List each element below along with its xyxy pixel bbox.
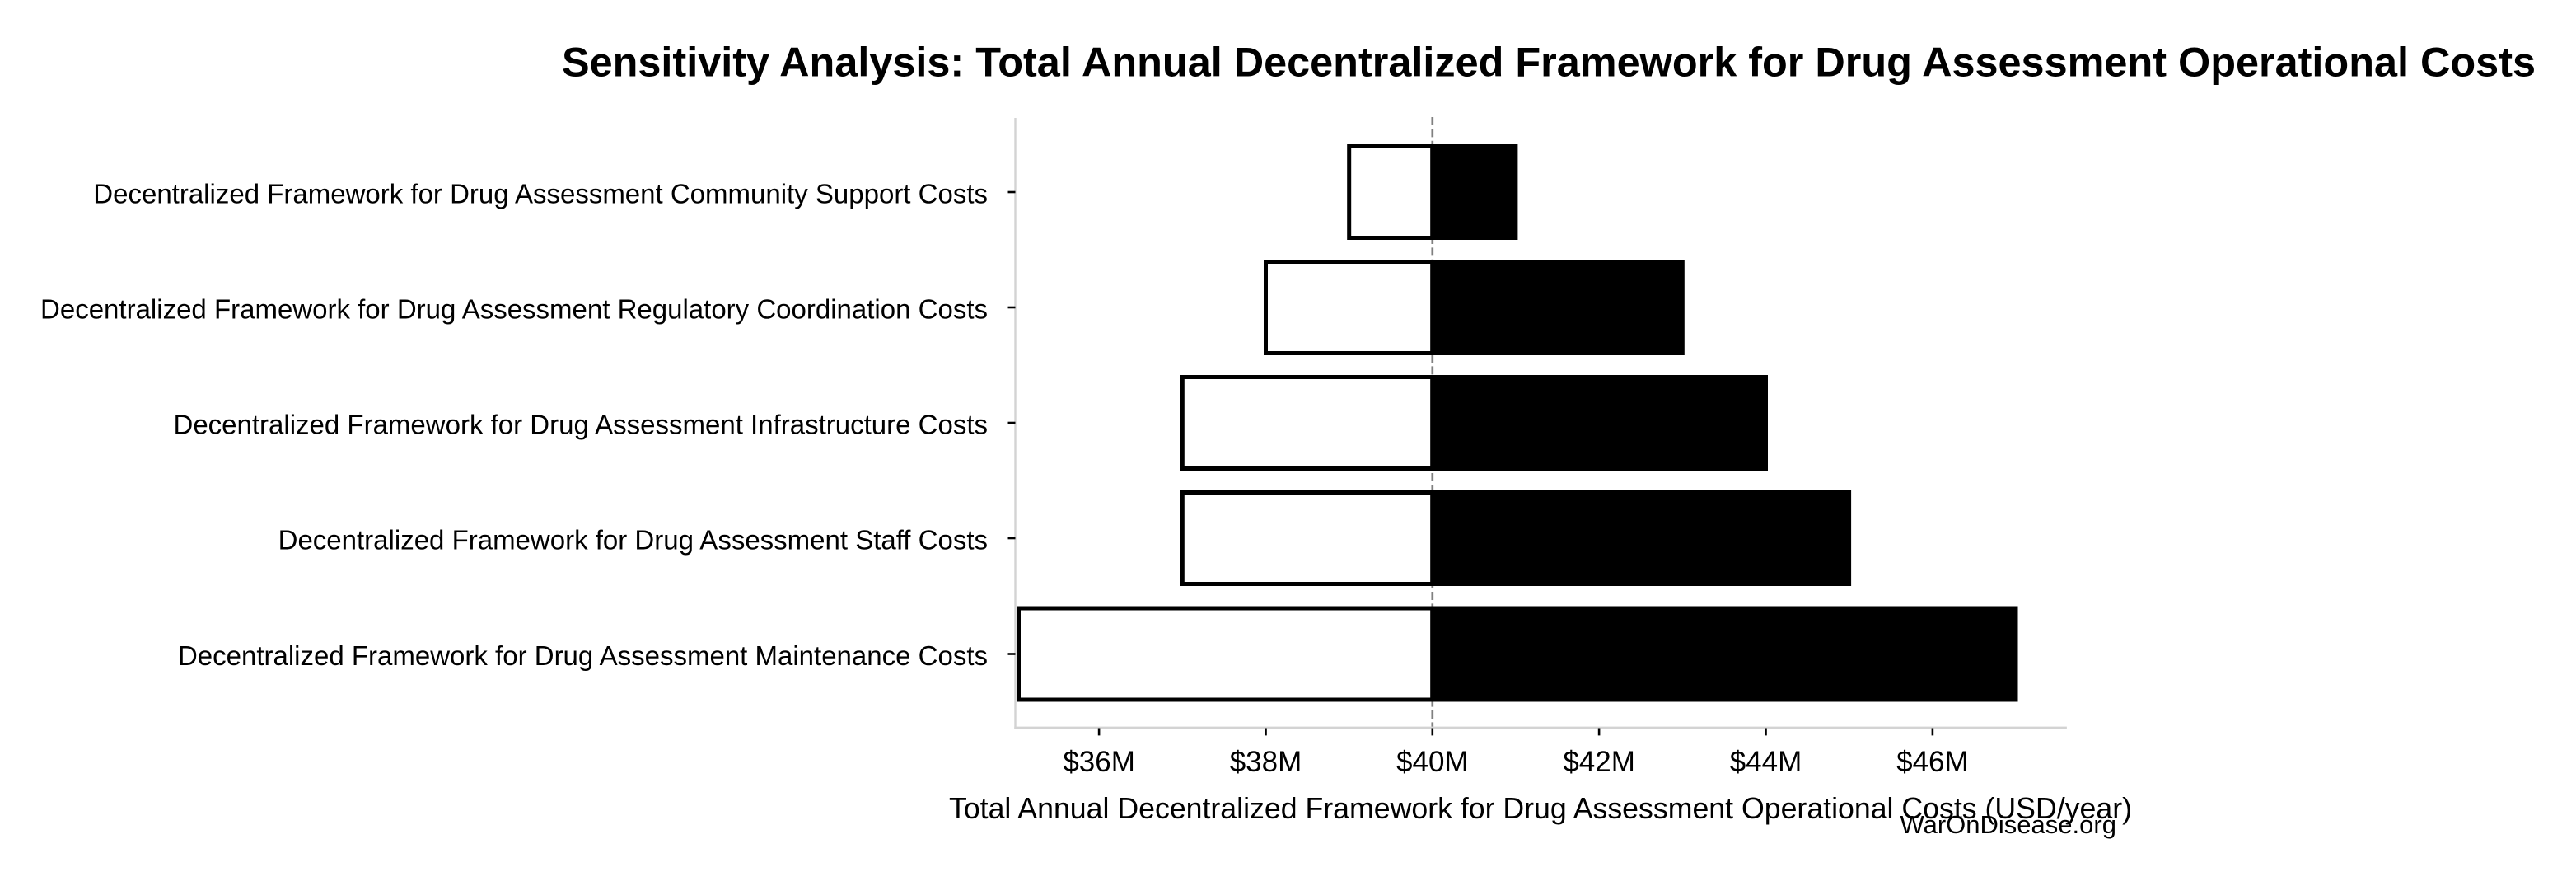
- svg-text:Decentralized Framework for Dr: Decentralized Framework for Drug Assessm…: [178, 640, 988, 671]
- svg-text:Decentralized Framework for Dr: Decentralized Framework for Drug Assessm…: [278, 525, 988, 556]
- svg-text:$40M: $40M: [1396, 746, 1469, 778]
- svg-text:Decentralized Framework for Dr: Decentralized Framework for Drug Assessm…: [93, 179, 988, 209]
- svg-text:$44M: $44M: [1730, 746, 1802, 778]
- svg-text:Decentralized Framework for Dr: Decentralized Framework for Drug Assessm…: [40, 294, 988, 325]
- svg-text:$42M: $42M: [1563, 746, 1635, 778]
- svg-text:Sensitivity Analysis: Total An: Sensitivity Analysis: Total Annual Decen…: [562, 39, 2536, 86]
- svg-text:$36M: $36M: [1063, 746, 1135, 778]
- svg-text:Total Annual Decentralized Fra: Total Annual Decentralized Framework for…: [949, 792, 2132, 825]
- svg-text:Decentralized Framework for Dr: Decentralized Framework for Drug Assessm…: [173, 410, 988, 440]
- svg-text:WarOnDisease.org: WarOnDisease.org: [1900, 810, 2116, 839]
- svg-text:$46M: $46M: [1896, 746, 1969, 778]
- svg-text:$38M: $38M: [1230, 746, 1302, 778]
